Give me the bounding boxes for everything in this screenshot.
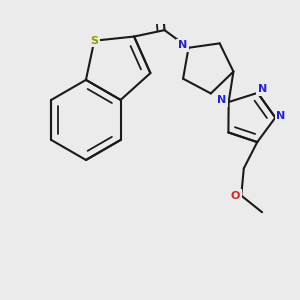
Text: N: N: [217, 95, 226, 105]
Text: O: O: [231, 190, 240, 201]
Text: N: N: [178, 40, 188, 50]
Text: S: S: [90, 36, 98, 46]
Text: O: O: [157, 0, 167, 1]
Text: N: N: [277, 111, 286, 121]
Text: N: N: [258, 84, 267, 94]
